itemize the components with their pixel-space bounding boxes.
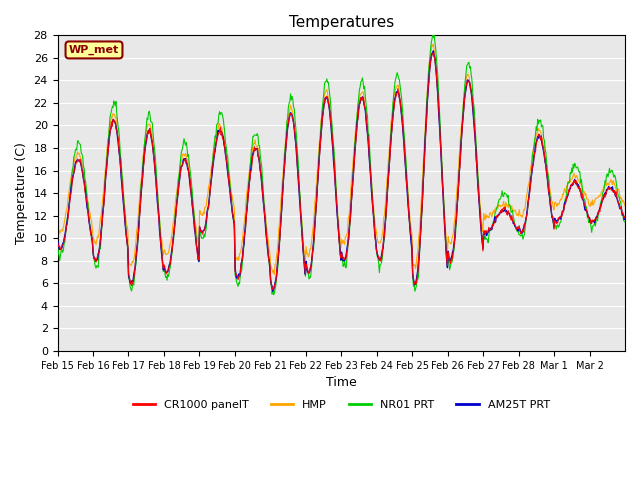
Title: Temperatures: Temperatures [289,15,394,30]
CR1000 panelT [253,146,260,152]
NR01 PRT [433,63,441,69]
Y-axis label: Temperature (C): Temperature (C) [15,142,28,244]
NR01 PRT [430,32,438,38]
AM25T PRT [621,215,629,220]
AM25T PRT [253,146,260,152]
AM25T PRT [433,81,441,87]
CR1000 panelT [120,206,128,212]
CR1000 panelT [401,148,408,154]
HMP [253,144,260,149]
AM25T PRT [269,288,276,294]
HMP [271,272,278,277]
AM25T PRT [429,48,437,54]
CR1000 panelT [275,247,283,253]
NR01 PRT [225,166,232,172]
AM25T PRT [275,248,283,254]
Legend: CR1000 panelT, HMP, NR01 PRT, AM25T PRT: CR1000 panelT, HMP, NR01 PRT, AM25T PRT [129,396,554,415]
NR01 PRT [269,292,277,298]
CR1000 panelT [621,213,629,219]
NR01 PRT [54,242,61,248]
HMP [433,78,441,84]
AM25T PRT [225,176,232,181]
HMP [275,228,283,233]
NR01 PRT [275,251,283,256]
Line: AM25T PRT: AM25T PRT [58,51,625,291]
Line: NR01 PRT: NR01 PRT [58,35,625,295]
CR1000 panelT [54,240,61,245]
CR1000 panelT [225,174,232,180]
Line: HMP: HMP [58,44,625,275]
NR01 PRT [253,132,260,138]
AM25T PRT [54,239,61,244]
HMP [401,144,408,149]
AM25T PRT [401,151,408,156]
HMP [54,227,61,232]
X-axis label: Time: Time [326,376,356,389]
CR1000 panelT [269,287,277,293]
NR01 PRT [401,135,408,141]
NR01 PRT [120,203,128,209]
CR1000 panelT [433,82,441,87]
NR01 PRT [621,219,629,225]
Text: WP_met: WP_met [69,45,119,55]
Line: CR1000 panelT: CR1000 panelT [58,53,625,290]
CR1000 panelT [429,50,437,56]
HMP [429,41,437,47]
HMP [120,199,128,204]
HMP [225,166,232,171]
AM25T PRT [120,208,128,214]
HMP [621,203,629,209]
